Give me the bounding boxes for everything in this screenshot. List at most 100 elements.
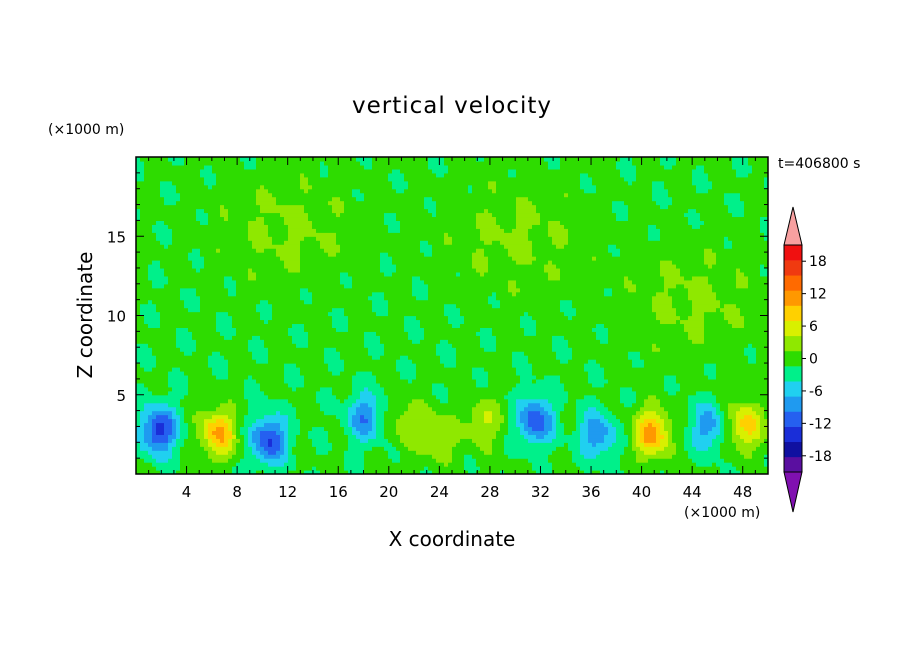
contour-cell [220, 470, 225, 474]
contour-cell [232, 200, 237, 206]
contour-cell [356, 406, 361, 412]
contour-cell [348, 192, 353, 198]
contour-cell [300, 263, 305, 269]
contour-cell [252, 466, 257, 471]
contour-cell [364, 204, 369, 210]
contour-cell [352, 359, 357, 364]
contour-cell [200, 315, 205, 321]
contour-cell [160, 446, 165, 451]
contour-cell [176, 263, 181, 269]
contour-cell [164, 406, 169, 412]
contour-cell [248, 331, 253, 336]
contour-cell [284, 267, 289, 273]
contour-cell [372, 248, 377, 253]
contour-cell [264, 363, 269, 368]
contour-cell [208, 172, 213, 178]
contour-cell [208, 470, 213, 474]
contour-cell [156, 204, 161, 210]
contour-cell [248, 339, 253, 344]
contour-cell [376, 252, 381, 257]
contour-cell [364, 176, 369, 182]
contour-cell [328, 386, 333, 392]
contour-cell [328, 374, 333, 380]
contour-cell [276, 367, 281, 372]
contour-cell [136, 367, 141, 372]
contour-cell [240, 426, 245, 432]
contour-cell [364, 458, 369, 463]
contour-cell [248, 374, 253, 380]
contour-cell [284, 462, 289, 467]
contour-cell [168, 204, 173, 210]
contour-cell [240, 470, 245, 474]
contour-cell [212, 295, 217, 301]
contour-cell [224, 204, 229, 210]
contour-cell [272, 303, 277, 309]
contour-cell [192, 260, 197, 265]
contour-cell [288, 228, 293, 233]
contour-cell [372, 220, 377, 225]
contour-cell [272, 295, 277, 301]
contour-cell [164, 283, 169, 289]
contour-cell [188, 386, 193, 392]
contour-cell [212, 339, 217, 344]
contour-cell [184, 168, 189, 174]
contour-cell [148, 200, 153, 206]
contour-cell [288, 216, 293, 221]
contour-cell [240, 355, 245, 360]
contour-cell [340, 228, 345, 233]
contour-cell [372, 200, 377, 206]
contour-cell [328, 430, 333, 435]
contour-cell [296, 470, 301, 474]
contour-cell [324, 458, 329, 463]
contour-cell [184, 331, 189, 336]
contour-cell [244, 157, 249, 162]
contour-cell [204, 319, 209, 325]
contour-cell [368, 402, 373, 408]
contour-cell [160, 378, 165, 384]
contour-cell [140, 323, 145, 328]
contour-cell [200, 184, 205, 190]
contour-cell [328, 470, 333, 474]
contour-cell [340, 164, 345, 170]
contour-cell [148, 418, 153, 424]
contour-cell [316, 287, 321, 293]
contour-cell [324, 442, 329, 447]
contour-cell [280, 410, 285, 416]
contour-cell [308, 160, 313, 166]
contour-cell [160, 434, 165, 439]
contour-cell [296, 386, 301, 392]
contour-cell [240, 410, 245, 416]
contour-cell [164, 311, 169, 317]
contour-cell [280, 188, 285, 194]
contour-cell [196, 355, 201, 360]
contour-cell [232, 283, 237, 289]
contour-cell [168, 208, 173, 214]
contour-cell [304, 355, 309, 360]
contour-cell [224, 287, 229, 293]
contour-cell [168, 248, 173, 253]
contour-cell [280, 240, 285, 245]
contour-cell [240, 315, 245, 321]
contour-cell [296, 252, 301, 257]
contour-cell [376, 307, 381, 313]
contour-cell [364, 319, 369, 325]
contour-cell [212, 164, 217, 170]
contour-cell [312, 351, 317, 356]
contour-cell [300, 184, 305, 190]
contour-cell [316, 426, 321, 432]
contour-cell [228, 168, 233, 174]
contour-cell [268, 466, 273, 471]
contour-cell [244, 390, 249, 396]
contour-cell [372, 164, 377, 170]
contour-cell [276, 386, 281, 392]
contour-cell [324, 180, 329, 186]
contour-cell [328, 355, 333, 360]
contour-cell [304, 168, 309, 174]
contour-cell [292, 252, 297, 257]
contour-cell [144, 327, 149, 332]
contour-cell [352, 458, 357, 463]
contour-cell [144, 343, 149, 348]
contour-cell [384, 398, 389, 404]
contour-cell [292, 164, 297, 170]
contour-cell [224, 212, 229, 218]
